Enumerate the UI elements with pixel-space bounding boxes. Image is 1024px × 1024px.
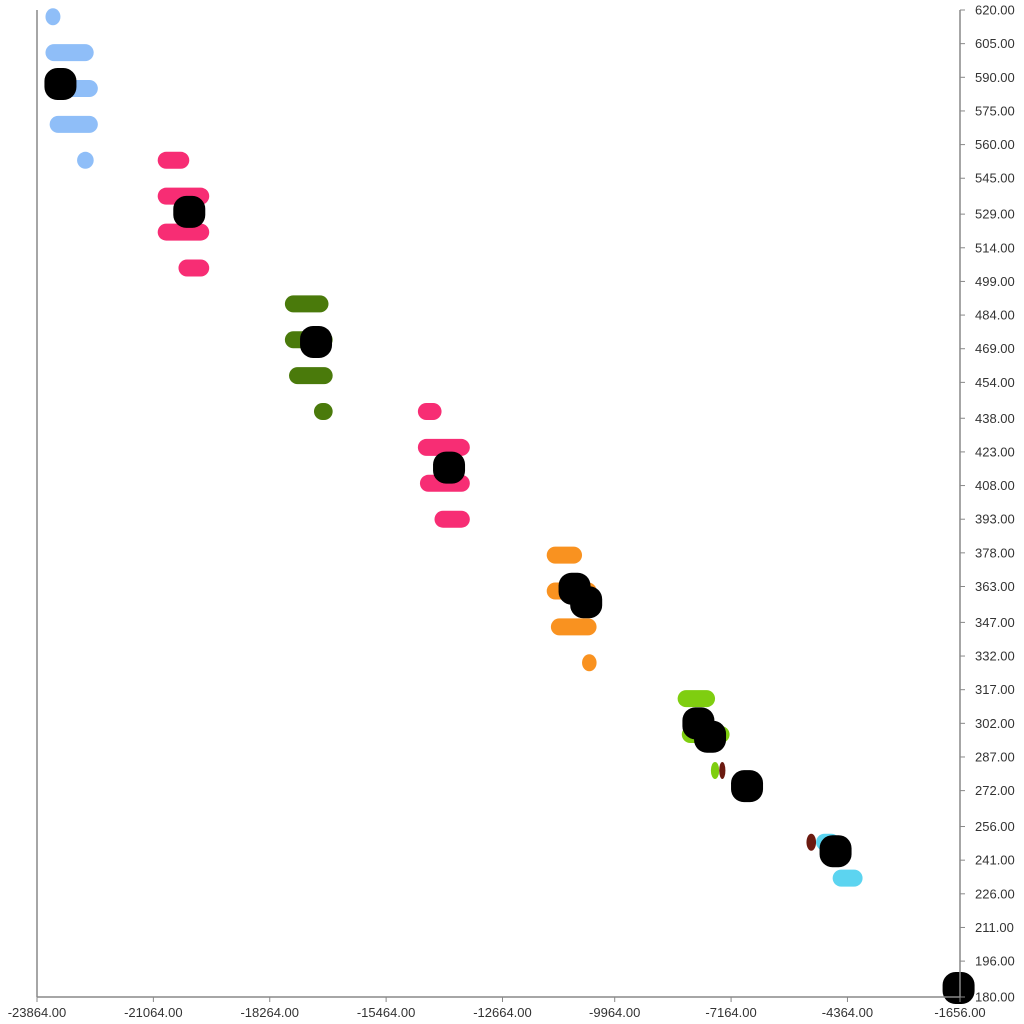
bar-mark [77, 151, 94, 169]
bar-mark [806, 833, 817, 851]
bar-mark [582, 654, 597, 672]
bar-mark [178, 259, 210, 277]
y-tick-label: 272.00 [975, 783, 1015, 798]
x-tick-label: -1656.00 [934, 1005, 985, 1020]
y-tick-label: 620.00 [975, 3, 1015, 18]
x-axis-ticks: -23864.00 -21064.00 -18264.00 -15464.00 -126… [8, 997, 986, 1020]
bar-mark [434, 510, 470, 528]
scatter-point [433, 451, 466, 484]
y-tick-label: 378.00 [975, 545, 1015, 560]
y-tick-label: 484.00 [975, 308, 1015, 323]
bar-mark [157, 151, 190, 169]
x-tick-label: -12664.00 [473, 1005, 532, 1020]
scatter-point [694, 720, 727, 753]
bar-mark [546, 546, 583, 564]
bar-mark [313, 403, 333, 421]
y-tick-label: 545.00 [975, 171, 1015, 186]
y-tick-label: 499.00 [975, 274, 1015, 289]
scatter-point [570, 586, 603, 619]
bar-mark [832, 869, 863, 887]
scatter-point [942, 972, 975, 1005]
y-tick-label: 317.00 [975, 682, 1015, 697]
scatter-point [44, 68, 77, 101]
bar-mark [710, 761, 720, 779]
x-tick-label: -9964.00 [589, 1005, 640, 1020]
x-tick-label: -18264.00 [240, 1005, 299, 1020]
bar-mark [719, 761, 726, 779]
x-tick-label: -21064.00 [124, 1005, 183, 1020]
bar-mark [289, 367, 333, 385]
bar-mark [550, 618, 597, 636]
y-tick-label: 347.00 [975, 615, 1015, 630]
y-tick-label: 241.00 [975, 853, 1015, 868]
scatter-point [731, 770, 764, 803]
y-tick-label: 393.00 [975, 512, 1015, 527]
y-tick-label: 211.00 [975, 920, 1014, 935]
scatter-point [819, 835, 852, 868]
x-tick-label: -15464.00 [357, 1005, 416, 1020]
y-tick-label: 408.00 [975, 478, 1015, 493]
y-tick-label: 423.00 [975, 444, 1015, 459]
scatter-point [173, 195, 206, 228]
bars-layer [45, 8, 863, 887]
y-tick-label: 438.00 [975, 411, 1015, 426]
y-tick-label: 590.00 [975, 70, 1015, 85]
y-tick-label: 363.00 [975, 579, 1015, 594]
bar-mark [417, 438, 470, 456]
bar-mark [677, 690, 716, 708]
y-tick-label: 575.00 [975, 103, 1015, 118]
y-tick-label: 196.00 [975, 954, 1015, 969]
y-axis-ticks: 620.00 605.00 590.00 575.00 560.00 545.00 529.… [960, 3, 1015, 1005]
y-tick-label: 454.00 [975, 375, 1015, 390]
bar-mark [157, 223, 210, 241]
y-tick-label: 256.00 [975, 819, 1015, 834]
bar-mark [49, 115, 98, 133]
bar-mark [45, 44, 94, 62]
y-tick-label: 529.00 [975, 207, 1015, 222]
y-tick-label: 180.00 [975, 990, 1015, 1005]
x-tick-label: -4364.00 [822, 1005, 873, 1020]
y-tick-label: 605.00 [975, 36, 1015, 51]
points-layer [44, 68, 975, 1005]
y-tick-label: 287.00 [975, 749, 1015, 764]
scatter-point [300, 325, 333, 358]
y-tick-label: 469.00 [975, 341, 1015, 356]
y-tick-label: 302.00 [975, 716, 1015, 731]
y-tick-label: 226.00 [975, 886, 1015, 901]
x-tick-label: -7164.00 [705, 1005, 756, 1020]
y-tick-label: 560.00 [975, 137, 1015, 152]
x-tick-label: -23864.00 [8, 1005, 67, 1020]
bar-mark [417, 403, 442, 421]
bar-mark [45, 8, 61, 26]
bar-mark [284, 295, 329, 313]
y-tick-label: 332.00 [975, 649, 1015, 664]
y-tick-label: 514.00 [975, 240, 1015, 255]
